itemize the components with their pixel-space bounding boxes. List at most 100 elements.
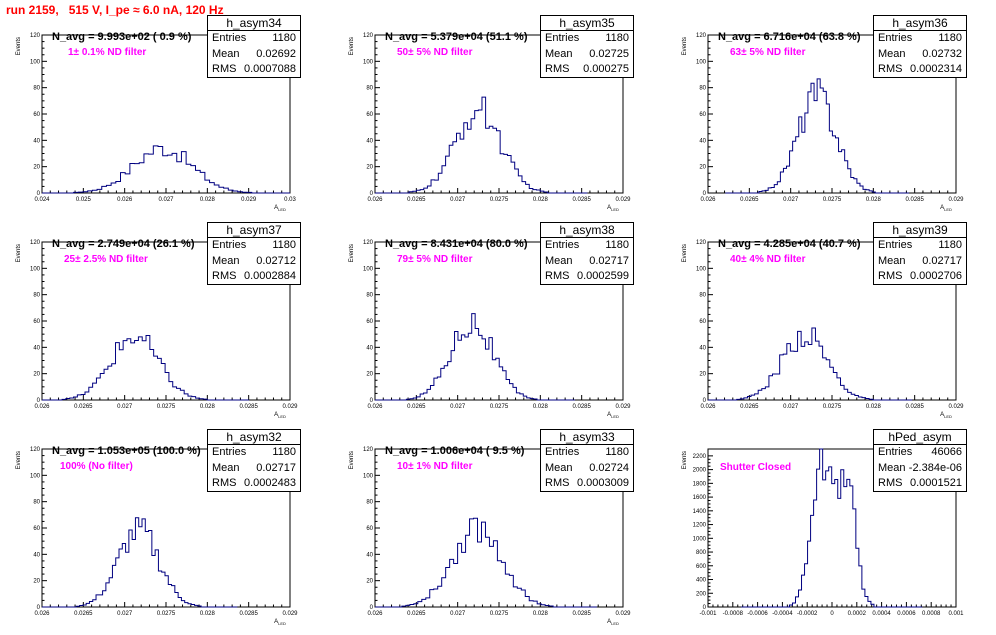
x-tick-label: 0.028 xyxy=(533,197,549,203)
stats-value: 0.02724 xyxy=(589,461,629,474)
stats-value: -2.384e-06 xyxy=(908,461,962,474)
histogram-plot-hPed_asym: -0.001 -0.0008 -0.0006 -0.0004 -0.0002 0 0.000… xyxy=(682,448,964,617)
histogram-panel-hPed_asym: -0.001 -0.0008 -0.0006 -0.0004 -0.0002 0 0.000… xyxy=(666,429,996,635)
histogram-plot-h_asym35: 0.026 0.0265 0.027 0.0275 0.028 0.0285 0.029 0 2… xyxy=(349,33,631,212)
y-tick-label: 600 xyxy=(696,564,707,570)
stats-value: 1180 xyxy=(272,32,296,44)
y-tick-label: 0 xyxy=(370,398,374,404)
y-tick-label: 40 xyxy=(699,345,706,351)
stats-value: 46066 xyxy=(931,446,962,458)
stats-box: h_asym34 Entries 1180 Mean 0.02692 RMS 0.00070… xyxy=(207,15,301,78)
stats-title: h_asym32 xyxy=(208,430,300,445)
stats-row-entries: Entries 1180 xyxy=(541,445,633,461)
stats-row-entries: Entries 1180 xyxy=(208,31,300,47)
x-tick-label: 0.0285 xyxy=(905,404,924,410)
x-tick-label: 0.027 xyxy=(158,197,174,203)
x-tick-label: 0.0275 xyxy=(823,197,842,203)
y-tick-label: 2000 xyxy=(693,468,707,474)
histogram-plot-h_asym33: 0.026 0.0265 0.027 0.0275 0.028 0.0285 0.029 0 2… xyxy=(349,447,631,626)
stats-value: 1180 xyxy=(272,239,296,251)
x-tick-label: 0.028 xyxy=(866,197,882,203)
y-tick-label: 0 xyxy=(37,398,41,404)
y-axis-label: Events xyxy=(349,244,355,262)
histogram-bars xyxy=(42,517,238,608)
y-axis-label: Events xyxy=(682,244,688,262)
y-tick-label: 800 xyxy=(696,550,707,556)
y-tick-label: 60 xyxy=(366,319,373,325)
stats-key: Mean xyxy=(545,461,573,474)
stats-value: 1180 xyxy=(605,446,629,458)
y-tick-label: 1200 xyxy=(693,523,707,529)
y-tick-label: 100 xyxy=(696,266,707,272)
x-tick-label: 0.026 xyxy=(700,404,716,410)
x-tick-label: 0.0275 xyxy=(157,611,176,617)
x-tick-label: 0.029 xyxy=(282,404,298,410)
y-tick-label: 120 xyxy=(363,447,374,453)
stats-key: Entries xyxy=(212,32,247,44)
y-tick-label: 100 xyxy=(363,266,374,272)
histogram-plot-h_asym34: 0.024 0.025 0.026 0.027 0.028 0.029 0.03 0 20 40 6… xyxy=(16,33,296,212)
stats-value: 0.0007088 xyxy=(244,63,296,75)
stats-key: RMS xyxy=(545,477,570,489)
y-tick-label: 20 xyxy=(33,165,40,171)
histogram-panel-h_asym34: 0.024 0.025 0.026 0.027 0.028 0.029 0.03 0 20 40 6… xyxy=(0,15,330,221)
x-tick-label: 0.0275 xyxy=(490,197,509,203)
x-tick-label: 0.0275 xyxy=(157,404,176,410)
stats-key: RMS xyxy=(212,270,237,282)
x-axis-label: ALED xyxy=(274,619,286,626)
histogram-plot-h_asym38: 0.026 0.0265 0.027 0.0275 0.028 0.0285 0.029 0 2… xyxy=(349,240,631,419)
stats-key: Entries xyxy=(545,239,580,251)
y-tick-label: 20 xyxy=(33,372,40,378)
x-tick-label: -0.001 xyxy=(699,611,717,617)
y-tick-label: 0 xyxy=(703,191,707,197)
stats-key: RMS xyxy=(212,477,237,489)
stats-value: 0.02717 xyxy=(922,254,962,267)
stats-row-entries: Entries 1180 xyxy=(541,238,633,254)
filter-label: 40± 4% ND filter xyxy=(730,254,806,265)
stats-key: Entries xyxy=(212,446,247,458)
y-tick-label: 60 xyxy=(33,112,40,118)
x-tick-label: 0.026 xyxy=(34,611,50,617)
stats-value: 0.02717 xyxy=(256,461,296,474)
x-tick-label: 0.0265 xyxy=(74,404,93,410)
x-tick-label: 0.0275 xyxy=(490,404,509,410)
n-avg-label: N_avg = 4.285e+04 (40.7 %) xyxy=(718,238,861,250)
y-tick-label: 200 xyxy=(696,591,707,597)
stats-row-mean: Mean 0.02717 xyxy=(874,254,966,270)
y-axis-label: Events xyxy=(349,451,355,469)
y-tick-label: 60 xyxy=(366,112,373,118)
x-axis-label: ALED xyxy=(607,619,619,626)
y-tick-label: 100 xyxy=(363,59,374,65)
x-tick-label: 0.029 xyxy=(282,611,298,617)
x-tick-label: 0.0285 xyxy=(239,611,258,617)
histogram-bars xyxy=(375,313,575,401)
stats-row-mean: Mean 0.02732 xyxy=(874,47,966,63)
x-tick-label: 0.0265 xyxy=(407,404,426,410)
y-axis-label: Events xyxy=(16,244,22,262)
stats-value: 1180 xyxy=(272,446,296,458)
stats-key: RMS xyxy=(878,270,903,282)
y-tick-label: 100 xyxy=(30,59,41,65)
x-tick-label: 0.028 xyxy=(200,404,216,410)
stats-row-mean: Mean 0.02724 xyxy=(541,461,633,477)
y-tick-label: 80 xyxy=(366,500,373,506)
y-tick-label: 40 xyxy=(699,138,706,144)
x-tick-label: 0.026 xyxy=(117,197,133,203)
y-axis-label: Events xyxy=(16,37,22,55)
x-tick-label: 0.029 xyxy=(948,197,964,203)
stats-key: RMS xyxy=(878,63,903,75)
x-tick-label: 0.0265 xyxy=(740,197,759,203)
y-tick-label: 80 xyxy=(33,500,40,506)
y-tick-label: 120 xyxy=(363,33,374,39)
histogram-plot-h_asym37: 0.026 0.0265 0.027 0.0275 0.028 0.0285 0.029 0 2… xyxy=(16,240,298,419)
y-tick-label: 100 xyxy=(30,266,41,272)
y-tick-label: 60 xyxy=(699,319,706,325)
stats-key: Mean xyxy=(878,254,906,267)
y-tick-label: 60 xyxy=(366,526,373,532)
y-tick-label: 20 xyxy=(699,372,706,378)
stats-row-rms: RMS 0.0001521 xyxy=(874,476,966,492)
x-tick-label: 0.026 xyxy=(367,197,383,203)
stats-title: h_asym34 xyxy=(208,16,300,31)
x-tick-label: 0.0285 xyxy=(572,197,591,203)
histogram-panel-h_asym38: 0.026 0.0265 0.027 0.0275 0.028 0.0285 0.029 0 2… xyxy=(333,222,663,428)
